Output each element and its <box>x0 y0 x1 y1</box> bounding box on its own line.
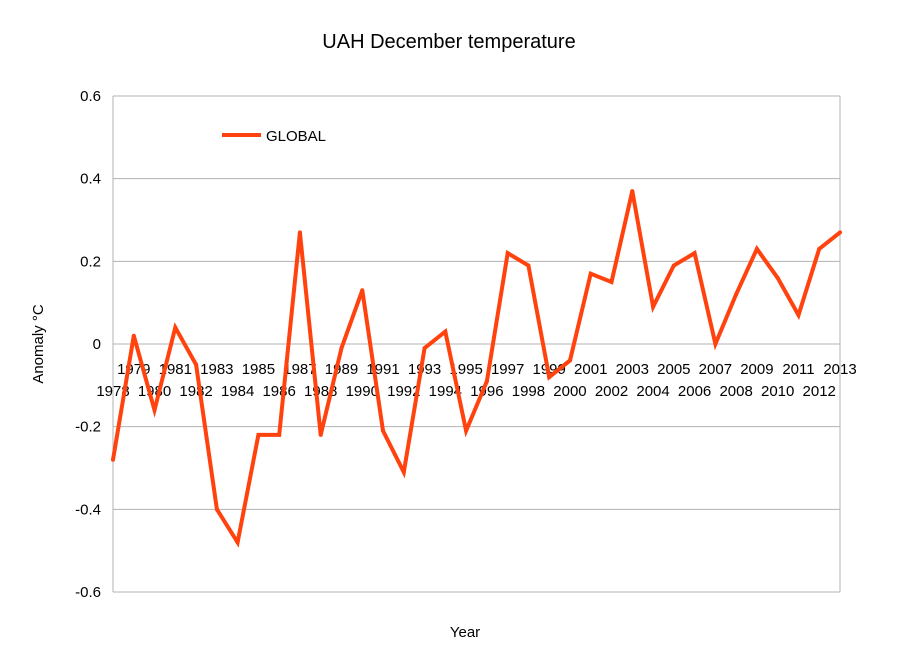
data-point <box>111 457 115 462</box>
x-tick-label: 2001 <box>574 361 607 378</box>
data-point <box>713 342 718 346</box>
data-point <box>484 379 489 384</box>
x-tick-label: 2013 <box>823 361 856 378</box>
y-tick-label: 0.2 <box>80 253 101 270</box>
x-tick-label: 1984 <box>221 383 254 400</box>
y-tick-label: -0.6 <box>75 584 101 601</box>
data-point <box>775 275 780 280</box>
data-point <box>651 304 656 309</box>
data-point <box>214 507 219 512</box>
data-point <box>381 428 386 433</box>
data-point <box>256 432 261 437</box>
legend: GLOBAL <box>222 128 326 145</box>
data-point <box>734 292 739 297</box>
data-point <box>754 246 759 251</box>
x-tick-label: 2000 <box>553 383 586 400</box>
x-tick-label: 1985 <box>242 361 275 378</box>
y-tick-label: 0.4 <box>80 171 101 188</box>
data-point <box>796 313 801 318</box>
data-point <box>692 251 697 256</box>
x-tick-label: 1998 <box>512 383 545 400</box>
data-point <box>422 346 427 351</box>
x-tick-label: 2009 <box>740 361 773 378</box>
legend-label-global: GLOBAL <box>266 128 326 145</box>
x-tick-label: 1980 <box>138 383 171 400</box>
data-point <box>360 288 365 293</box>
data-point <box>194 362 199 367</box>
data-point <box>547 375 552 380</box>
x-tick-label: 1982 <box>179 383 212 400</box>
x-tick-label: 1986 <box>262 383 295 400</box>
data-point <box>464 428 469 433</box>
x-tick-label: 2008 <box>719 383 752 400</box>
data-point <box>567 358 572 363</box>
x-axis-ticks: 1978197919801981198219831984198519861987… <box>96 361 856 400</box>
data-point <box>277 432 282 437</box>
x-tick-label: 2006 <box>678 383 711 400</box>
chart-title: UAH December temperature <box>322 31 575 53</box>
x-tick-label: 2012 <box>803 383 836 400</box>
grid <box>112 95 841 593</box>
data-point <box>297 230 302 235</box>
x-tick-label: 1993 <box>408 361 441 378</box>
x-tick-label: 1983 <box>200 361 233 378</box>
series-layer <box>111 189 842 548</box>
data-point <box>152 408 157 413</box>
x-tick-label: 2003 <box>616 361 649 378</box>
y-axis-label: Anomaly °C <box>30 304 47 384</box>
data-point <box>401 470 406 475</box>
x-tick-label: 1987 <box>283 361 316 378</box>
data-point <box>318 432 323 437</box>
x-tick-label: 1995 <box>449 361 482 378</box>
data-point <box>671 263 676 268</box>
data-point <box>609 280 614 284</box>
data-point <box>526 263 531 268</box>
data-point <box>443 329 448 334</box>
data-point <box>588 271 593 276</box>
data-point <box>505 251 510 256</box>
y-tick-label: -0.2 <box>75 419 101 436</box>
y-tick-label: 0.6 <box>80 88 101 105</box>
x-tick-label: 2007 <box>699 361 732 378</box>
x-tick-label: 1997 <box>491 361 524 378</box>
y-tick-label: -0.4 <box>75 501 101 518</box>
data-point <box>630 189 635 194</box>
data-point <box>339 346 344 351</box>
x-tick-label: 1994 <box>429 383 462 400</box>
x-tick-label: 1992 <box>387 383 420 400</box>
series-line-global <box>111 190 842 548</box>
x-tick-label: 2005 <box>657 361 690 378</box>
x-axis-label: Year <box>450 624 480 641</box>
x-tick-label: 2004 <box>636 383 669 400</box>
x-tick-label: 1989 <box>325 361 358 378</box>
x-tick-label: 1990 <box>346 383 379 400</box>
x-tick-label: 2002 <box>595 383 628 400</box>
x-tick-label: 1996 <box>470 383 503 400</box>
x-tick-label: 2010 <box>761 383 794 400</box>
data-point <box>131 333 136 338</box>
x-tick-label: 2011 <box>782 361 814 378</box>
data-point <box>173 325 178 330</box>
y-axis-ticks: -0.6 -0.4 -0.2 0 0.2 0.4 0.6 <box>75 88 101 601</box>
data-point <box>817 246 822 251</box>
data-point <box>838 230 842 235</box>
y-tick-label: 0 <box>93 336 101 353</box>
data-point <box>235 540 240 545</box>
x-tick-label: 1978 <box>96 383 129 400</box>
